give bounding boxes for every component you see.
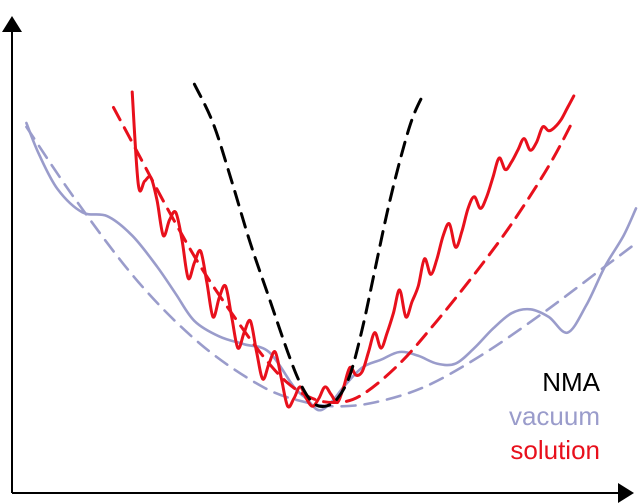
- legend: NMA vacuum solution: [509, 365, 600, 467]
- legend-nma: NMA: [542, 367, 600, 397]
- solution-dashed-curve: [112, 106, 576, 405]
- series-layer: [25, 82, 638, 412]
- legend-solution: solution: [510, 435, 600, 465]
- legend-vacuum: vacuum: [508, 401, 600, 431]
- vacuum-dashed-curve: [25, 125, 638, 408]
- nma-dashed-curve: [192, 82, 426, 408]
- solution-solid-curve: [130, 90, 576, 409]
